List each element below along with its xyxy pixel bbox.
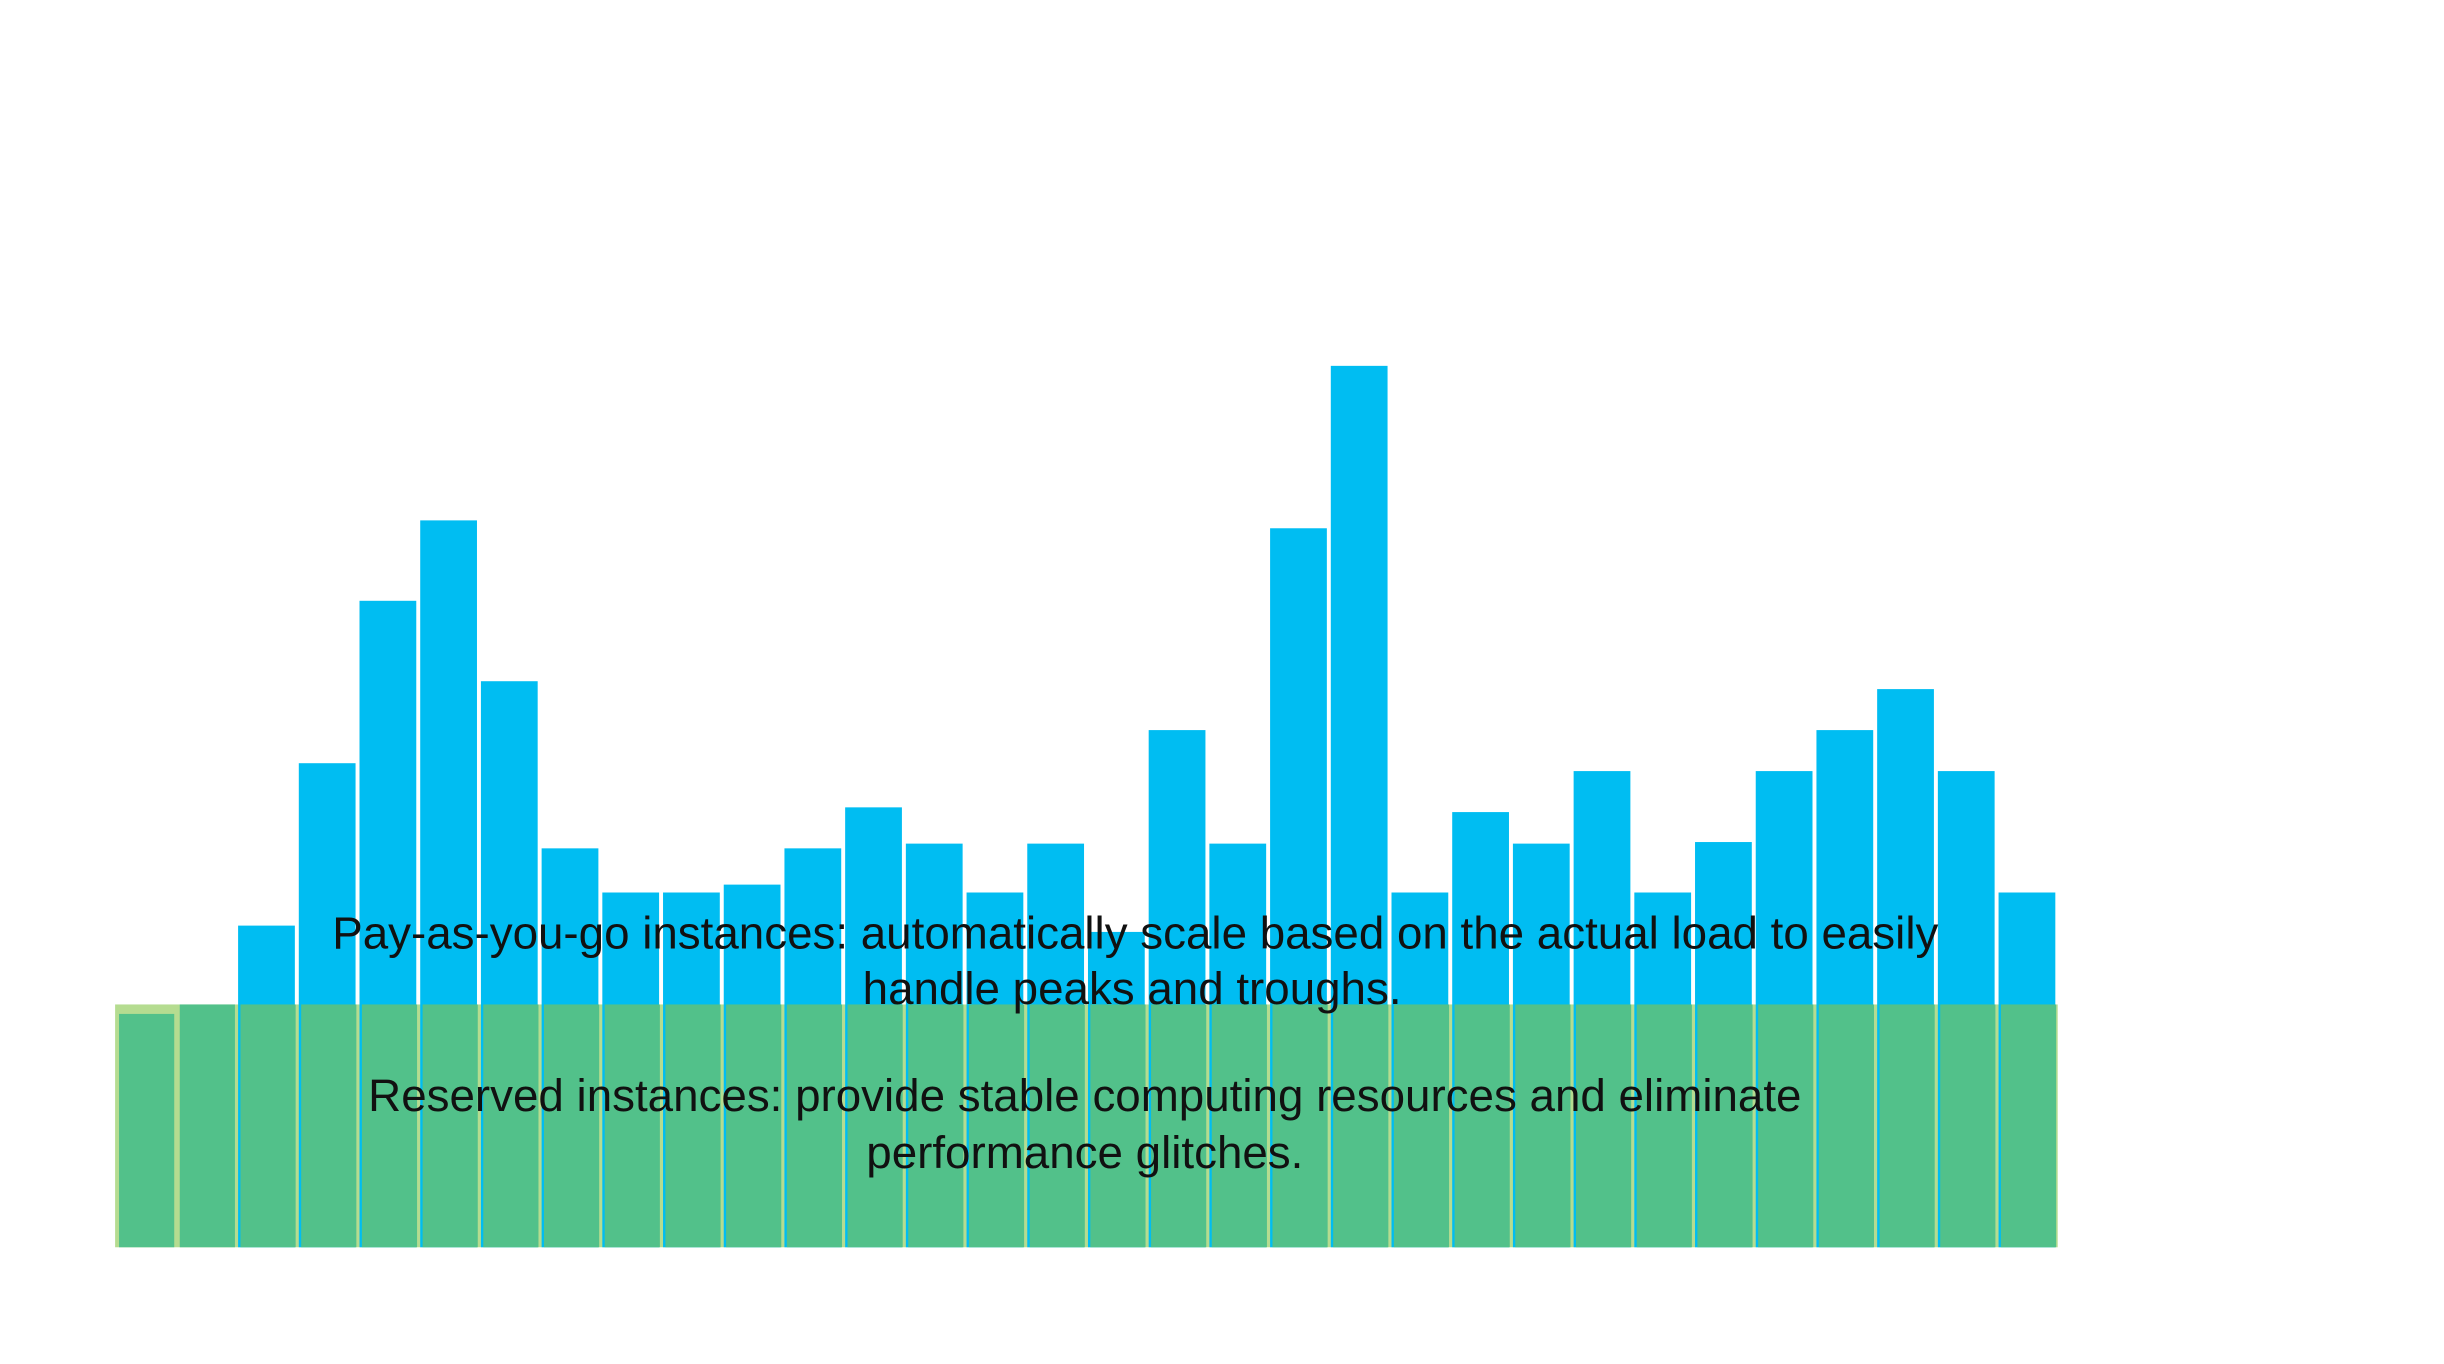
reserved-bar <box>1029 1004 1085 1248</box>
reserved-bar <box>1393 1004 1450 1248</box>
annotation: performance glitches. <box>866 1127 1303 1178</box>
reserved-bar <box>119 1013 175 1248</box>
reserved-bar <box>240 1004 296 1248</box>
reserved-bar <box>1818 1004 1874 1248</box>
reserved-bar <box>1879 1004 1935 1248</box>
reserved-bar <box>1940 1004 1996 1248</box>
annotation: handle peaks and troughs. <box>863 963 1402 1014</box>
reserved-bar <box>1515 1004 1571 1248</box>
reserved-bar <box>543 1004 600 1248</box>
reserved-bar <box>1575 1004 1632 1248</box>
reserved-bar <box>1090 1004 1146 1248</box>
reserved-bar <box>1272 1004 1328 1248</box>
reserved-bar <box>1697 1004 1753 1248</box>
reserved-bar <box>422 1004 478 1248</box>
reserved-bar <box>786 1004 842 1248</box>
reserved-bar <box>361 1004 418 1248</box>
reserved-bar <box>1636 1004 1692 1248</box>
reserved-bar <box>2000 1004 2057 1248</box>
reserved-bar <box>665 1004 721 1248</box>
reserved-bar <box>1454 1004 1510 1248</box>
annotation: Reserved instances: provide stable compu… <box>368 1070 1801 1121</box>
reserved-bar <box>1333 1004 1389 1248</box>
reserved-bar <box>1211 1004 1267 1248</box>
reserved-bar <box>483 1004 539 1248</box>
reserved-bar <box>1758 1004 1814 1248</box>
reserved-bar <box>908 1004 964 1248</box>
reserved-bar <box>968 1004 1025 1248</box>
reserved-bar <box>726 1004 782 1248</box>
reserved-bar <box>847 1004 903 1248</box>
annotation: Pay-as-you-go instances: automatically s… <box>332 908 1938 959</box>
reserved-bar <box>179 1004 235 1248</box>
reserved-bar <box>604 1004 660 1248</box>
reserved-bar <box>1151 1004 1207 1248</box>
reserved-bar <box>301 1004 357 1248</box>
